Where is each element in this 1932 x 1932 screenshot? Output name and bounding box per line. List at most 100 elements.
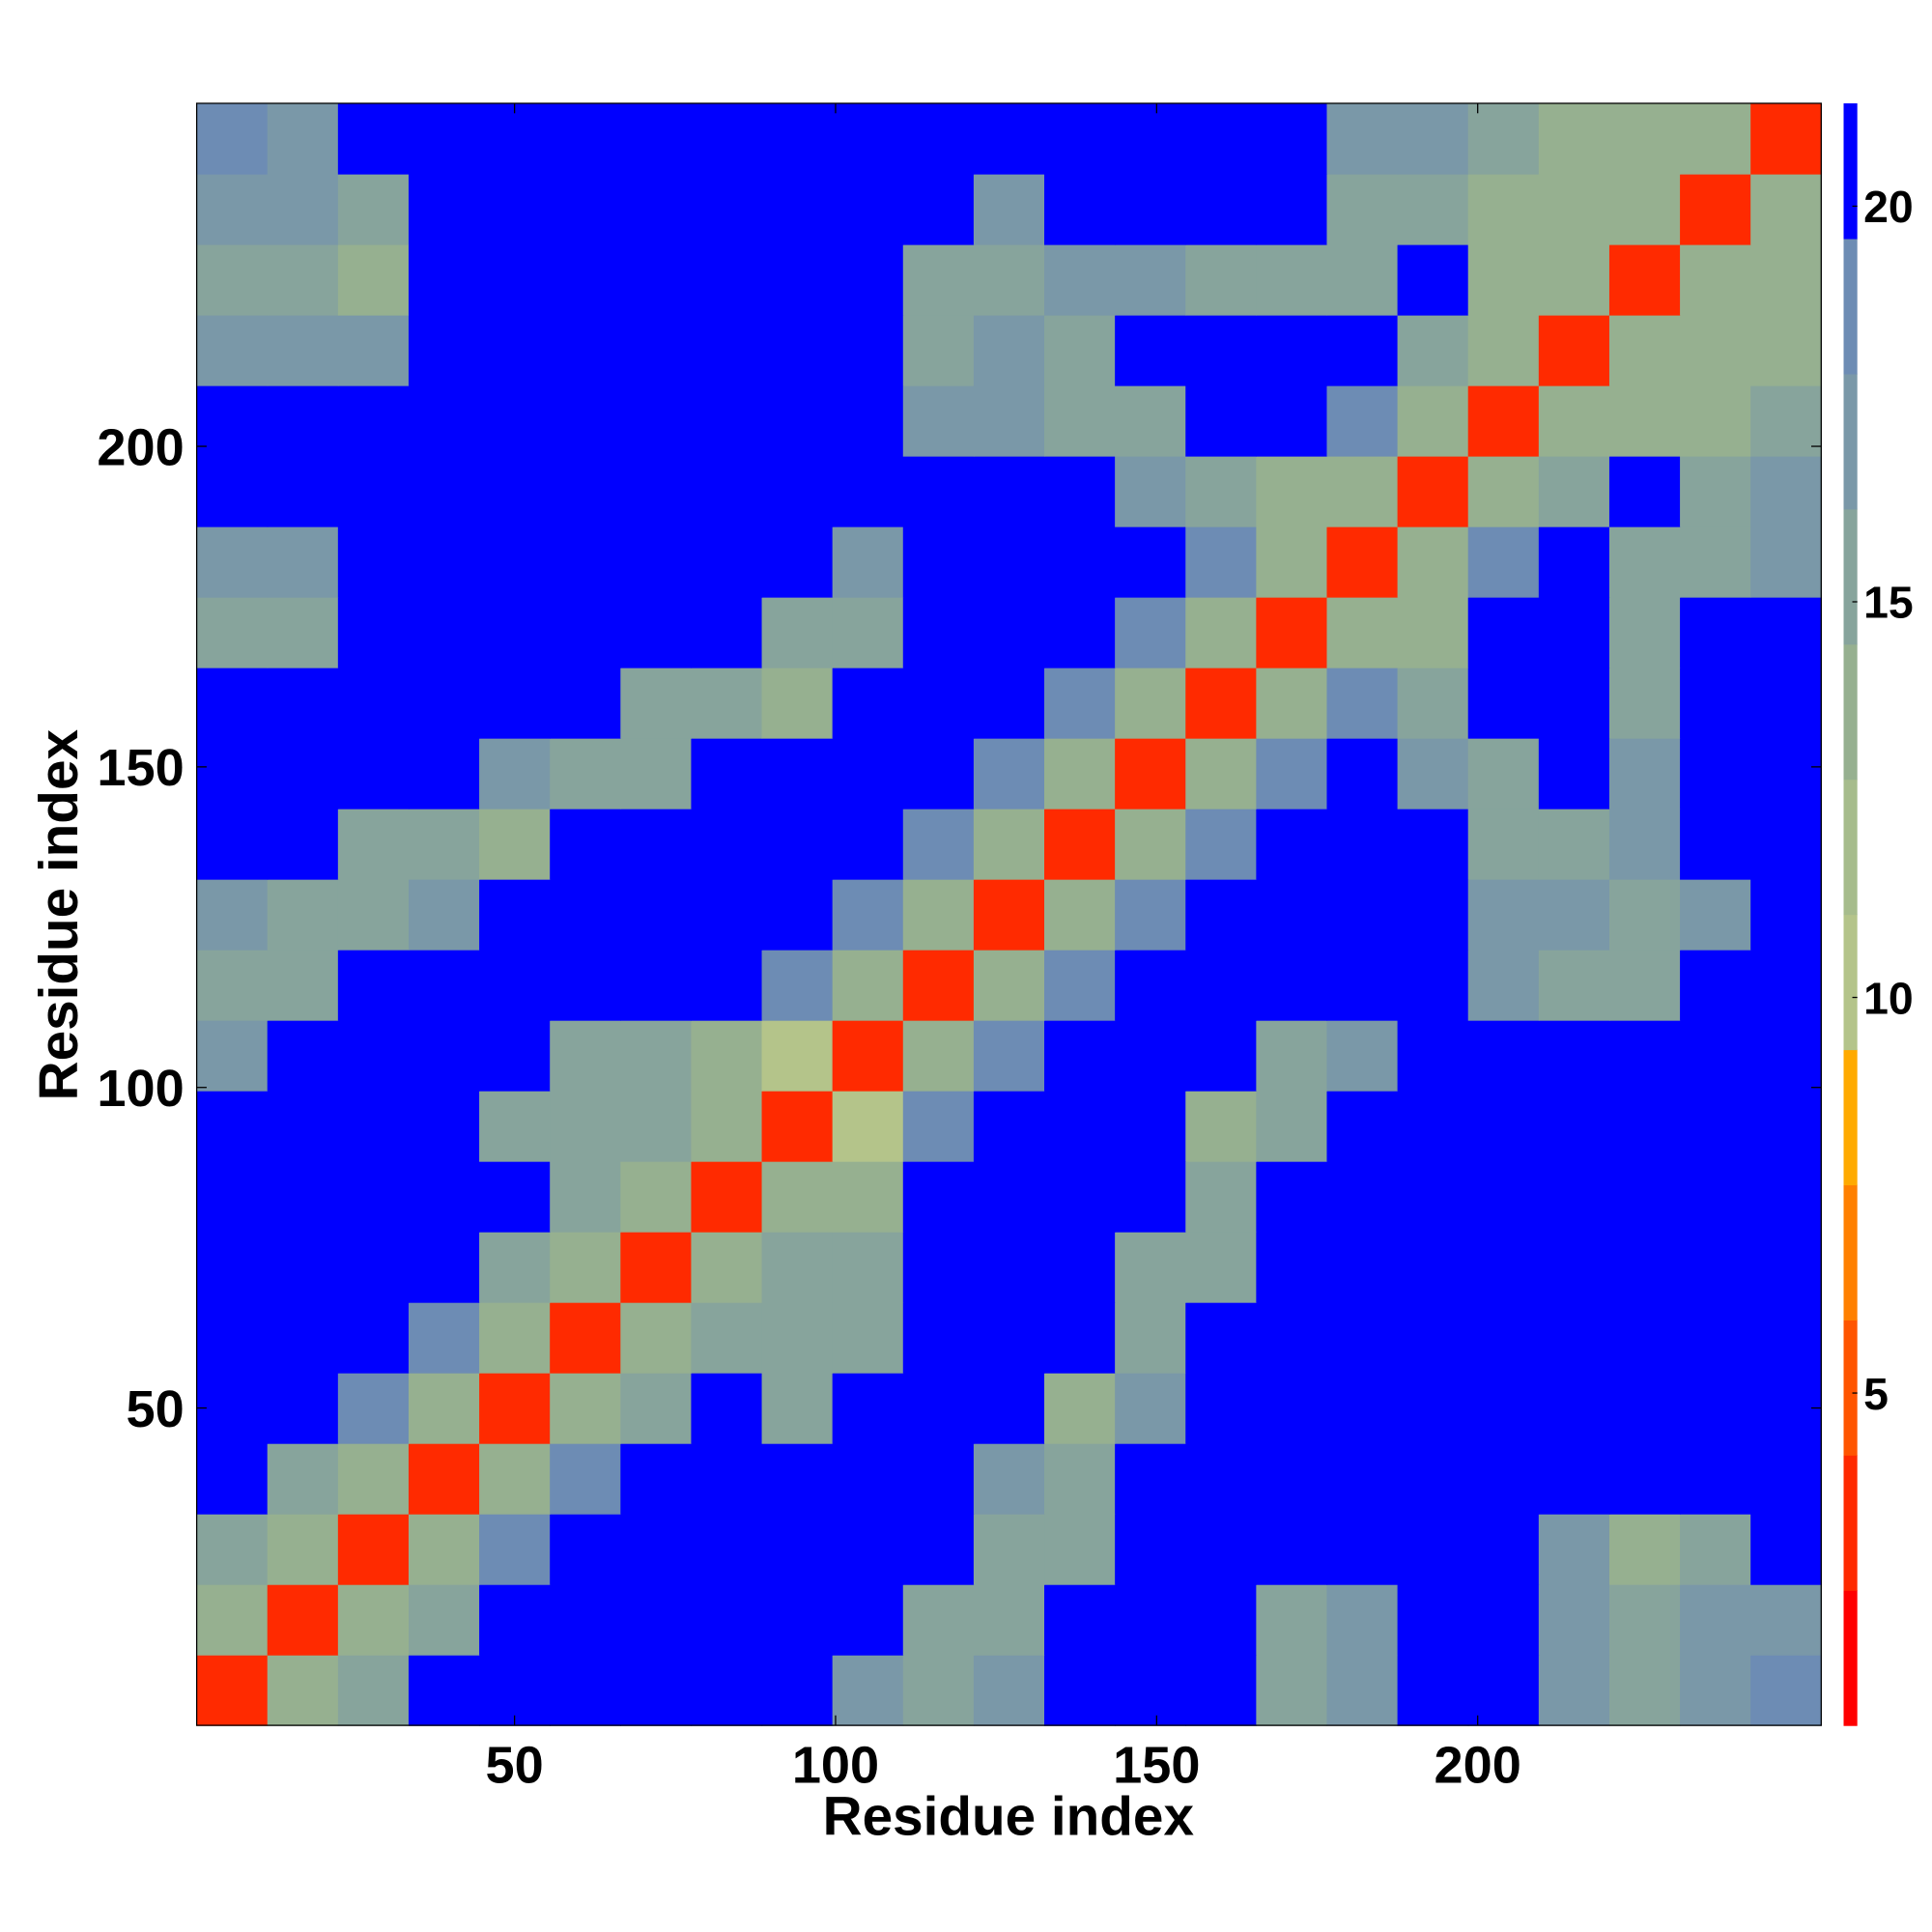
heatmap-cell <box>1044 1091 1116 1162</box>
heatmap-cell <box>1326 1020 1399 1092</box>
heatmap-cell <box>267 1514 339 1585</box>
heatmap-cell <box>691 809 763 880</box>
heatmap-cell <box>1467 243 1540 316</box>
heatmap-cell <box>1538 809 1610 880</box>
heatmap-cell <box>761 173 834 245</box>
heatmap-cell <box>1750 243 1822 316</box>
heatmap-cell <box>902 738 975 810</box>
heatmap-cell <box>1397 1584 1469 1656</box>
heatmap-cell <box>267 596 339 668</box>
heatmap-cell <box>973 102 1045 175</box>
heatmap-cell <box>337 950 410 1021</box>
heatmap-cell <box>1538 879 1610 951</box>
heatmap-cell <box>1538 384 1610 457</box>
heatmap-cell <box>1115 1584 1186 1656</box>
heatmap-cell <box>1750 950 1822 1021</box>
heatmap-cell <box>1397 950 1469 1021</box>
heatmap-cell <box>408 1655 480 1726</box>
heatmap-cell <box>408 809 480 880</box>
heatmap-cell <box>1256 596 1328 668</box>
heatmap-cell <box>620 1584 693 1656</box>
heatmap-cell <box>1397 173 1469 245</box>
heatmap-cell <box>1467 1020 1540 1092</box>
heatmap-cell <box>1185 1655 1258 1726</box>
heatmap-cell <box>1680 1373 1751 1444</box>
heatmap-cell <box>1750 173 1822 245</box>
heatmap-cell <box>1256 102 1328 175</box>
heatmap-cell <box>1750 384 1822 457</box>
heatmap-cell <box>1044 384 1116 457</box>
heatmap-cell <box>1044 243 1116 316</box>
heatmap-cell <box>1750 1584 1822 1656</box>
heatmap-cell <box>1608 173 1681 245</box>
heatmap-cell <box>761 102 834 175</box>
heatmap-cell <box>620 1302 693 1374</box>
heatmap-cell <box>902 1443 975 1515</box>
heatmap-cell <box>1185 1161 1258 1233</box>
heatmap-cell <box>1115 596 1186 668</box>
heatmap-cell <box>196 1232 269 1303</box>
heatmap-cell <box>761 809 834 880</box>
heatmap-cell <box>1326 526 1399 598</box>
heatmap-cell <box>1256 243 1328 316</box>
heatmap-cell <box>267 314 339 386</box>
heatmap-cell <box>1680 809 1751 880</box>
heatmap-cell <box>1185 455 1258 527</box>
heatmap-cell <box>1185 668 1258 739</box>
heatmap-cell <box>1115 950 1186 1021</box>
heatmap-cell <box>691 526 763 598</box>
heatmap-cell <box>1608 809 1681 880</box>
heatmap-cell <box>408 738 480 810</box>
heatmap-cell <box>902 102 975 175</box>
colorbar-band <box>1843 508 1858 645</box>
heatmap-cell <box>691 1232 763 1303</box>
heatmap-cell <box>620 809 693 880</box>
heatmap-cell <box>479 879 551 951</box>
heatmap-cell <box>832 1443 904 1515</box>
heatmap-cell <box>1185 809 1258 880</box>
heatmap-cell <box>761 1373 834 1444</box>
heatmap-cell <box>1608 1020 1681 1092</box>
x-tick-label: 150 <box>1113 1736 1200 1794</box>
heatmap-cell <box>267 950 339 1021</box>
heatmap-cell <box>1680 173 1751 245</box>
heatmap-cell <box>1185 1443 1258 1515</box>
heatmap-cell <box>832 596 904 668</box>
heatmap-cell <box>1397 1020 1469 1092</box>
heatmap-cell <box>1608 1584 1681 1656</box>
heatmap-cell <box>408 1443 480 1515</box>
heatmap-cell <box>1467 1302 1540 1374</box>
heatmap-cell <box>1397 668 1469 739</box>
heatmap-cell <box>1256 1161 1328 1233</box>
colorbar-band <box>1843 1049 1858 1186</box>
heatmap-cell <box>1326 455 1399 527</box>
heatmap-cell <box>761 1514 834 1585</box>
heatmap-cell <box>1538 243 1610 316</box>
heatmap-cell <box>1467 1443 1540 1515</box>
heatmap-cell <box>479 809 551 880</box>
colorbar-band <box>1843 643 1858 781</box>
heatmap-cell <box>1256 950 1328 1021</box>
heatmap-cell <box>196 455 269 527</box>
heatmap-cell <box>1608 879 1681 951</box>
heatmap-cell <box>1256 384 1328 457</box>
heatmap-cell <box>1115 1091 1186 1162</box>
heatmap-cell <box>1608 596 1681 668</box>
x-axis-label: Residue index <box>823 1786 1195 1847</box>
heatmap-cell <box>1326 1373 1399 1444</box>
heatmap-cell <box>973 314 1045 386</box>
heatmap-cell <box>832 1020 904 1092</box>
heatmap-cell <box>1750 455 1822 527</box>
heatmap-cell <box>973 668 1045 739</box>
heatmap-cell <box>1044 1373 1116 1444</box>
heatmap-cell <box>1680 1091 1751 1162</box>
heatmap-cell <box>620 1514 693 1585</box>
heatmap-cell <box>973 1514 1045 1585</box>
heatmap-cell <box>1185 738 1258 810</box>
heatmap-cell <box>337 455 410 527</box>
heatmap-cell <box>337 526 410 598</box>
heatmap-cell <box>620 668 693 739</box>
heatmap-cell <box>832 879 904 951</box>
heatmap-cell <box>761 1655 834 1726</box>
